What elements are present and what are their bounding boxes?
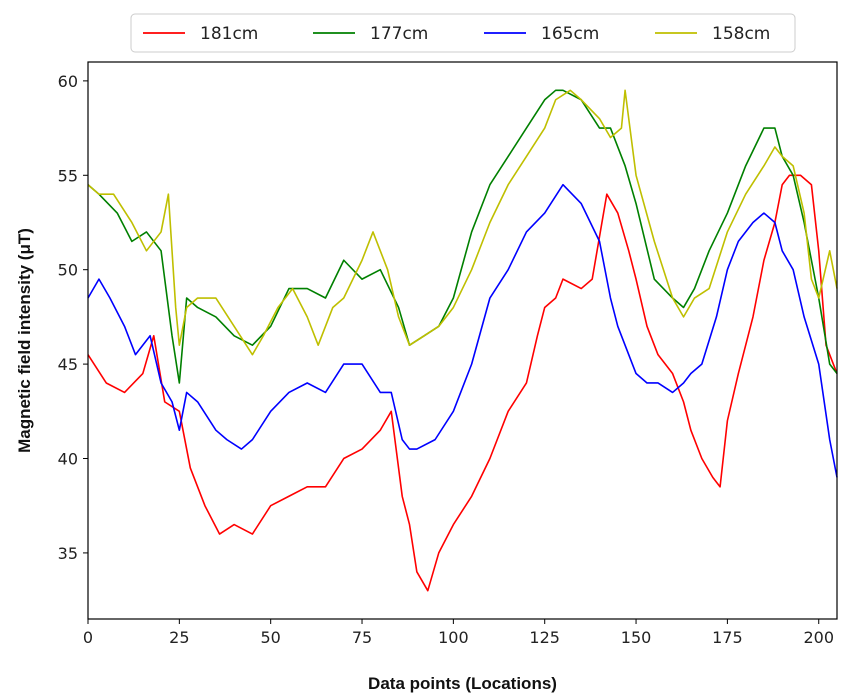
x-tick-label: 50	[261, 628, 281, 647]
series-line-3	[87, 89, 838, 356]
legend-label: 165cm	[541, 24, 599, 44]
x-tick-label: 200	[803, 628, 834, 647]
y-tick-label: 40	[58, 450, 78, 469]
y-tick-label: 45	[58, 355, 78, 374]
series-line-1	[87, 89, 838, 384]
x-tick-label: 100	[438, 628, 469, 647]
y-axis-title: Magnetic field intensity (μT)	[15, 228, 34, 453]
legend-label: 181cm	[200, 24, 258, 44]
x-axis: 0 25 50 75 100 125 150 175 200	[83, 619, 834, 647]
legend-box	[130, 13, 796, 53]
legend-label: 177cm	[370, 24, 428, 44]
y-tick-label: 60	[58, 72, 78, 91]
y-tick-label: 55	[58, 166, 78, 185]
series-line-0	[87, 174, 838, 592]
x-tick-label: 175	[712, 628, 743, 647]
x-tick-label: 75	[352, 628, 372, 647]
legend-label: 158cm	[712, 24, 770, 44]
x-tick-label: 150	[621, 628, 652, 647]
y-tick-label: 50	[58, 261, 78, 280]
plot-area-frame	[87, 61, 838, 620]
x-tick-label: 125	[529, 628, 560, 647]
x-tick-label: 25	[169, 628, 189, 647]
y-tick-label: 35	[58, 544, 78, 563]
y-axis: 35 40 45 50 55 60	[58, 72, 88, 563]
legend: 181cm 177cm 165cm 158cm	[130, 13, 796, 53]
x-tick-label: 0	[83, 628, 93, 647]
x-axis-title: Data points (Locations)	[368, 674, 557, 693]
series-line-2	[87, 183, 838, 478]
series-lines	[87, 89, 838, 592]
